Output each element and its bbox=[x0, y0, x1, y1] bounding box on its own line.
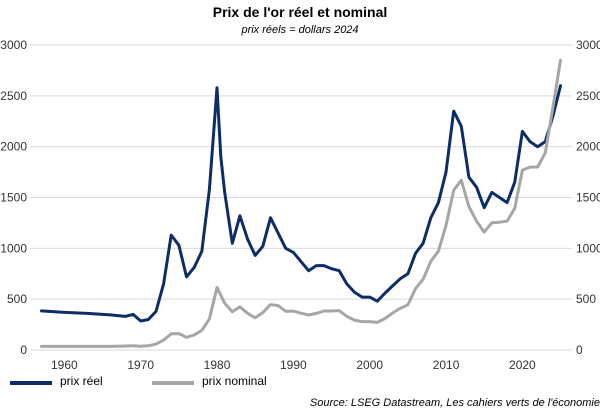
legend-label-nominal: prix nominal bbox=[202, 374, 267, 388]
series-line-nominal bbox=[40, 58, 562, 348]
y-left-tick-label: 0 bbox=[20, 343, 27, 357]
x-tick-label: 2000 bbox=[356, 358, 383, 372]
legend-label-real: prix réel bbox=[60, 374, 103, 388]
y-left-tick-label: 2000 bbox=[0, 140, 27, 154]
x-tick-label: 1970 bbox=[127, 358, 154, 372]
x-tick-label: 2010 bbox=[433, 358, 460, 372]
source-note: Source: LSEG Datastream, Les cahiers ver… bbox=[309, 397, 600, 409]
y-right-tick-label: 1000 bbox=[576, 241, 600, 255]
y-right-tick-label: 2500 bbox=[576, 89, 600, 103]
series-line-real bbox=[40, 84, 562, 323]
x-tick-label: 1960 bbox=[51, 358, 78, 372]
legend-swatch-nominal bbox=[152, 381, 194, 385]
x-tick-label: 1990 bbox=[280, 358, 307, 372]
y-left-tick-label: 500 bbox=[7, 292, 27, 306]
y-right-tick-label: 1500 bbox=[576, 191, 600, 205]
y-left-tick-label: 1500 bbox=[0, 191, 27, 205]
y-left-tick-label: 2500 bbox=[0, 89, 27, 103]
legend-swatch-real bbox=[10, 381, 52, 385]
x-tick-label: 2020 bbox=[509, 358, 536, 372]
chart-subtitle: prix réels = dollars 2024 bbox=[241, 24, 359, 36]
y-left-tick-label: 1000 bbox=[0, 241, 27, 255]
y-right-tick-label: 2000 bbox=[576, 140, 600, 154]
y-right-tick-label: 0 bbox=[576, 343, 583, 357]
x-tick-label: 1980 bbox=[204, 358, 231, 372]
y-left-tick-label: 3000 bbox=[0, 38, 27, 52]
chart-title: Prix de l'or réel et nominal bbox=[212, 4, 388, 20]
y-right-tick-label: 500 bbox=[576, 292, 596, 306]
y-right-tick-label: 3000 bbox=[576, 38, 600, 52]
